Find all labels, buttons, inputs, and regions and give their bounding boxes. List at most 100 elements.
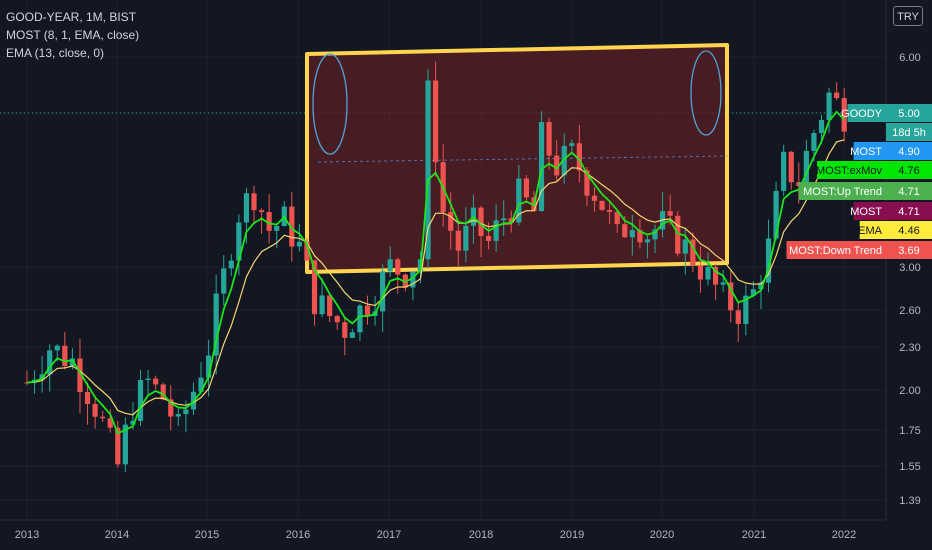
- price-tick-label: 2.00: [899, 385, 920, 397]
- price-tick-label: 1.75: [899, 425, 920, 437]
- candle: [168, 385, 174, 431]
- candle: [228, 253, 234, 277]
- candle: [364, 295, 371, 325]
- candle: [251, 185, 257, 223]
- candle: [614, 209, 620, 233]
- time-tick-label: 2015: [195, 529, 219, 541]
- price-tag: EMA 4.46: [858, 221, 932, 239]
- price-tag-label: MOST:Up Trend: [803, 186, 882, 198]
- candle: [198, 362, 204, 395]
- candle: [122, 417, 128, 472]
- candle: [100, 410, 106, 422]
- candle: [213, 274, 219, 375]
- price-axis[interactable]: 6.00 5.00 3.00 2.60 2.30 2.00 1.75 1.55 1.39: [885, 0, 921, 520]
- candle: [387, 246, 393, 277]
- candle: [690, 232, 696, 273]
- price-tag: MOST 4.90: [850, 142, 932, 160]
- candle: [841, 87, 847, 142]
- candle: [77, 339, 83, 414]
- candle: [357, 303, 363, 341]
- candle: [773, 181, 779, 241]
- price-tick-label: 1.55: [899, 461, 920, 473]
- candle: [728, 270, 734, 323]
- price-tag-value: 4.76: [898, 165, 919, 177]
- price-tick-label: 1.39: [899, 495, 920, 507]
- price-tag-label: MOST:Down Trend: [789, 245, 882, 257]
- candle: [523, 174, 529, 202]
- price-tick-label: 2.60: [899, 305, 920, 317]
- price-tag-label: MOST:exMov: [816, 165, 883, 177]
- candle: [591, 187, 598, 212]
- time-tick-label: 2021: [742, 529, 766, 541]
- time-tick-label: 2016: [286, 529, 310, 541]
- candle: [765, 219, 772, 293]
- candle: [319, 278, 325, 318]
- candle: [652, 224, 658, 253]
- time-tick-label: 2022: [832, 529, 856, 541]
- symbol-title[interactable]: GOOD-YEAR, 1M, BIST: [6, 10, 137, 24]
- candle: [538, 111, 545, 212]
- price-tag-value: 4.71: [898, 186, 919, 198]
- candle: [433, 61, 439, 177]
- price-tick-label: 6.00: [899, 52, 920, 64]
- candle: [629, 215, 635, 256]
- price-tag: MOST:Up Trend 4.71: [798, 182, 932, 200]
- price-tag: MOST:exMov 4.76: [816, 161, 932, 179]
- candle: [697, 246, 704, 293]
- candlesticks: [24, 61, 847, 472]
- price-tag-value: 5.00: [898, 108, 919, 120]
- ema-indicator-label[interactable]: EMA (13, close, 0): [6, 46, 105, 60]
- candle: [834, 82, 840, 101]
- time-tick-label: 2020: [650, 529, 674, 541]
- candle: [296, 223, 302, 252]
- price-tag-label: MOST: [850, 206, 882, 218]
- time-tick-label: 2013: [15, 529, 39, 541]
- candle: [281, 200, 287, 227]
- currency-button[interactable]: TRY: [893, 6, 923, 26]
- candle: [175, 407, 181, 426]
- price-tag-label: EMA: [858, 225, 883, 237]
- candle: [569, 139, 575, 154]
- candle: [160, 382, 166, 401]
- candle: [554, 140, 560, 182]
- candle: [425, 69, 431, 269]
- candle: [153, 375, 159, 390]
- time-tick-label: 2019: [560, 529, 584, 541]
- candle: [576, 124, 582, 183]
- candle: [24, 370, 30, 386]
- candle: [607, 200, 613, 224]
- price-tag-label: MOST: [850, 146, 882, 158]
- candle: [266, 194, 272, 244]
- candle: [735, 302, 741, 342]
- candle: [803, 139, 809, 187]
- price-tag: 18d 5h: [886, 123, 932, 141]
- candle: [743, 284, 749, 336]
- time-tick-label: 2017: [377, 529, 401, 541]
- candle: [705, 252, 711, 286]
- price-tag-value: 4.71: [898, 206, 919, 218]
- price-tag: MOST:Down Trend 3.69: [786, 241, 932, 259]
- time-axis[interactable]: 2013 2014 2015 2016 2017 2018 2019 2020 2021 2022: [0, 519, 885, 541]
- price-tick-label: 2.30: [899, 342, 920, 354]
- price-tag-value: 18d 5h: [892, 127, 926, 139]
- candle: [720, 269, 726, 292]
- price-tick-label: 3.00: [899, 262, 920, 274]
- candle: [84, 382, 91, 425]
- price-tag-value: 4.90: [898, 146, 919, 158]
- candle: [516, 164, 522, 226]
- candle: [334, 314, 340, 330]
- candle: [788, 150, 794, 190]
- candle: [115, 420, 121, 468]
- candle: [546, 118, 552, 170]
- candle: [493, 204, 499, 252]
- ema-line: [26, 139, 845, 416]
- candle: [62, 331, 68, 370]
- candle: [236, 214, 242, 276]
- most-indicator-label[interactable]: MOST (8, 1, EMA, close): [6, 28, 140, 42]
- candle: [327, 294, 333, 323]
- candle: [395, 257, 401, 294]
- price-channel: [305, 43, 729, 274]
- candle: [349, 328, 355, 338]
